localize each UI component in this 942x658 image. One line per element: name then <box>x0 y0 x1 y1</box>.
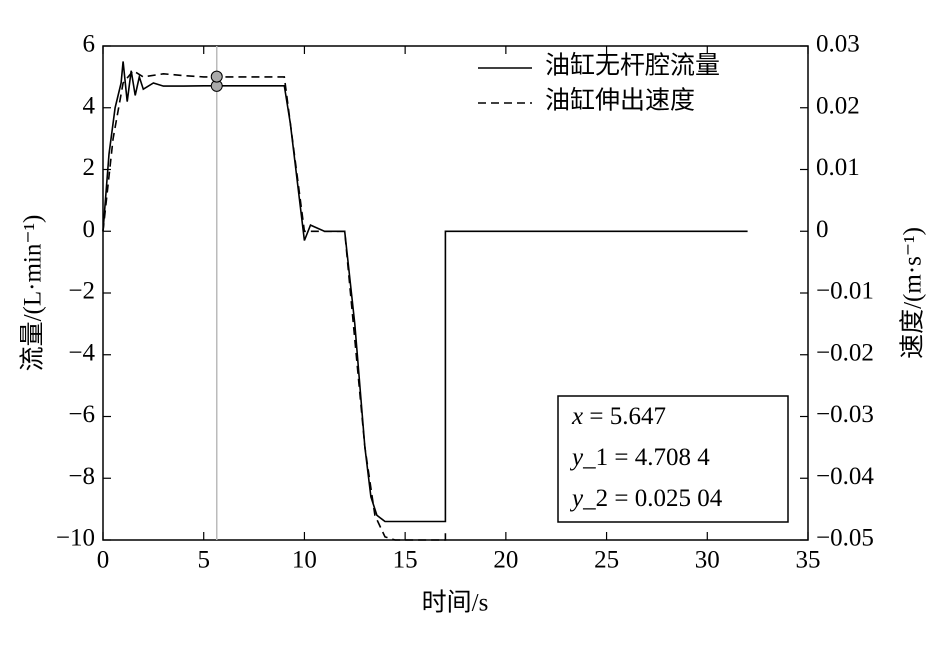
y2-tick-label: 0.01 <box>816 154 860 181</box>
x-tick-label: 5 <box>197 547 210 574</box>
y-tick-label: −4 <box>68 339 95 366</box>
readout-text: y_1 = 4.708 4 <box>569 444 710 471</box>
y-axis-label: 流量/(L·min⁻¹) <box>19 215 47 372</box>
y-tick-label: −10 <box>56 525 95 552</box>
readout-value: _1 = 4.708 4 <box>582 444 710 471</box>
readout-var: x <box>571 403 583 430</box>
readout-var: y <box>569 485 584 512</box>
y-tick-label: 0 <box>83 216 96 243</box>
readout-value: = 5.647 <box>583 403 666 430</box>
x-tick-label: 10 <box>292 547 317 574</box>
readout-var: y <box>569 444 584 471</box>
y2-tick-label: 0 <box>816 216 829 243</box>
x-tick-label: 0 <box>97 547 110 574</box>
legend-label: 油缸伸出速度 <box>545 87 695 115</box>
readout-text: y_2 = 0.025 04 <box>569 485 723 512</box>
cursor-marker <box>210 70 223 83</box>
legend-label: 油缸无杆腔流量 <box>545 52 720 80</box>
y2-tick-label: −0.04 <box>816 463 874 490</box>
x-axis-label: 时间/s <box>422 589 489 617</box>
readout-box <box>557 395 789 523</box>
readout-text: x = 5.647 <box>571 403 666 430</box>
y-tick-label: −2 <box>68 278 95 305</box>
y-tick-label: −8 <box>68 463 95 490</box>
readout-value: _2 = 0.025 04 <box>582 485 723 512</box>
series-line <box>102 61 748 523</box>
x-tick-label: 15 <box>393 547 418 574</box>
x-tick-label: 25 <box>594 547 619 574</box>
y-tick-label: −6 <box>68 401 95 428</box>
y2-tick-label: 0.02 <box>816 92 860 119</box>
y2-tick-label: −0.01 <box>816 278 874 305</box>
y2-axis-label: 速度/(m·s⁻¹) <box>899 227 927 359</box>
x-tick-label: 30 <box>695 547 720 574</box>
y-tick-label: 2 <box>83 154 96 181</box>
y2-tick-label: 0.03 <box>816 31 860 58</box>
y-tick-label: 4 <box>83 92 96 119</box>
y-tick-label: 6 <box>83 31 96 58</box>
x-tick-label: 20 <box>493 547 518 574</box>
y2-tick-label: −0.03 <box>816 401 874 428</box>
y2-tick-label: −0.02 <box>816 339 874 366</box>
y2-tick-label: −0.05 <box>816 525 874 552</box>
series-line <box>102 69 447 541</box>
x-tick-label: 35 <box>796 547 821 574</box>
